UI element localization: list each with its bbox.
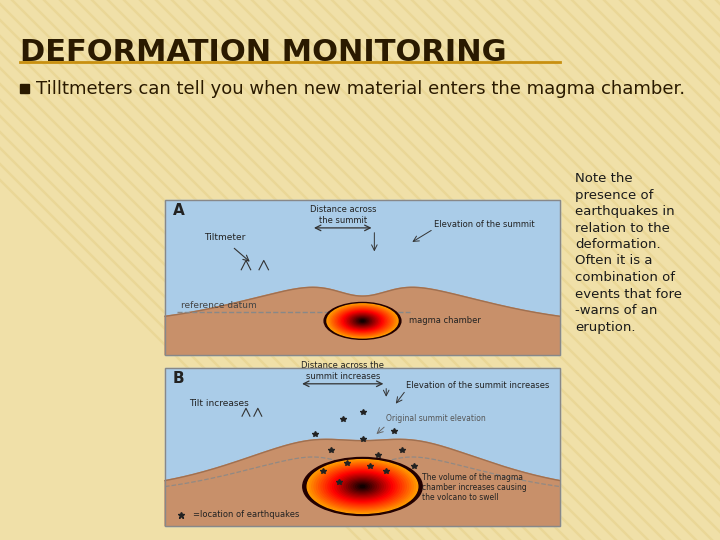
Ellipse shape: [321, 467, 404, 507]
Ellipse shape: [335, 473, 390, 500]
Ellipse shape: [346, 478, 379, 494]
Ellipse shape: [351, 481, 374, 492]
Ellipse shape: [355, 318, 370, 325]
Ellipse shape: [356, 483, 369, 490]
Ellipse shape: [316, 464, 408, 509]
Text: magma chamber: magma chamber: [409, 316, 480, 326]
Ellipse shape: [348, 480, 377, 493]
Ellipse shape: [330, 471, 395, 502]
Text: Distance across the
summit increases: Distance across the summit increases: [301, 361, 384, 381]
Ellipse shape: [333, 472, 392, 501]
Ellipse shape: [342, 476, 383, 497]
Bar: [20, 84, 29, 93]
Ellipse shape: [310, 461, 415, 512]
Ellipse shape: [344, 477, 381, 496]
Ellipse shape: [328, 470, 397, 503]
Ellipse shape: [341, 310, 384, 332]
Ellipse shape: [331, 306, 394, 336]
Ellipse shape: [361, 320, 364, 322]
Ellipse shape: [352, 316, 373, 326]
Text: Elevation of the summit: Elevation of the summit: [433, 220, 534, 229]
Text: Tilt increases: Tilt increases: [189, 399, 248, 408]
Ellipse shape: [339, 475, 385, 498]
Ellipse shape: [348, 314, 377, 328]
Text: =location of earthquakes: =location of earthquakes: [193, 510, 299, 519]
Ellipse shape: [336, 308, 390, 334]
Text: The volume of the magma
chamber increases causing
the volcano to swell: The volume of the magma chamber increase…: [422, 472, 526, 502]
Ellipse shape: [307, 460, 418, 514]
Ellipse shape: [351, 315, 374, 327]
Ellipse shape: [330, 305, 395, 336]
Ellipse shape: [319, 465, 406, 508]
Text: Distance across
the summit: Distance across the summit: [310, 206, 376, 225]
Text: reference datum: reference datum: [181, 301, 256, 309]
Polygon shape: [165, 440, 560, 526]
Bar: [165, 368, 560, 526]
Ellipse shape: [345, 312, 380, 329]
Ellipse shape: [314, 463, 411, 510]
Text: A: A: [173, 203, 184, 218]
Ellipse shape: [342, 311, 383, 331]
Ellipse shape: [360, 485, 365, 488]
Ellipse shape: [354, 316, 372, 325]
Ellipse shape: [303, 457, 422, 516]
Ellipse shape: [334, 307, 391, 334]
Ellipse shape: [343, 312, 382, 330]
Ellipse shape: [358, 484, 367, 489]
Ellipse shape: [337, 474, 388, 499]
Ellipse shape: [324, 302, 401, 339]
Ellipse shape: [359, 320, 366, 322]
Text: Original summit elevation: Original summit elevation: [386, 414, 486, 423]
Ellipse shape: [339, 309, 386, 332]
Ellipse shape: [349, 314, 376, 327]
Ellipse shape: [333, 307, 392, 335]
Ellipse shape: [346, 313, 379, 329]
Text: B: B: [173, 371, 184, 386]
Text: Elevation of the summit increases: Elevation of the summit increases: [406, 381, 549, 390]
Text: Tilltmeters can tell you when new material enters the magma chamber.: Tilltmeters can tell you when new materi…: [36, 80, 685, 98]
Text: Tiltmeter: Tiltmeter: [204, 233, 246, 242]
Polygon shape: [165, 287, 560, 355]
Bar: [165, 368, 560, 526]
Ellipse shape: [328, 305, 397, 338]
Text: DEFORMATION MONITORING: DEFORMATION MONITORING: [20, 38, 507, 67]
Ellipse shape: [337, 309, 387, 333]
Ellipse shape: [323, 468, 402, 505]
Ellipse shape: [327, 304, 398, 338]
Bar: [165, 200, 560, 355]
Text: Note the
presence of
earthquakes in
relation to the
deformation.
Often it is a
c: Note the presence of earthquakes in rela…: [575, 172, 682, 334]
Ellipse shape: [312, 462, 413, 511]
Bar: [165, 200, 560, 355]
Ellipse shape: [356, 318, 369, 324]
Ellipse shape: [325, 469, 400, 504]
Ellipse shape: [358, 319, 367, 323]
Ellipse shape: [354, 482, 372, 491]
